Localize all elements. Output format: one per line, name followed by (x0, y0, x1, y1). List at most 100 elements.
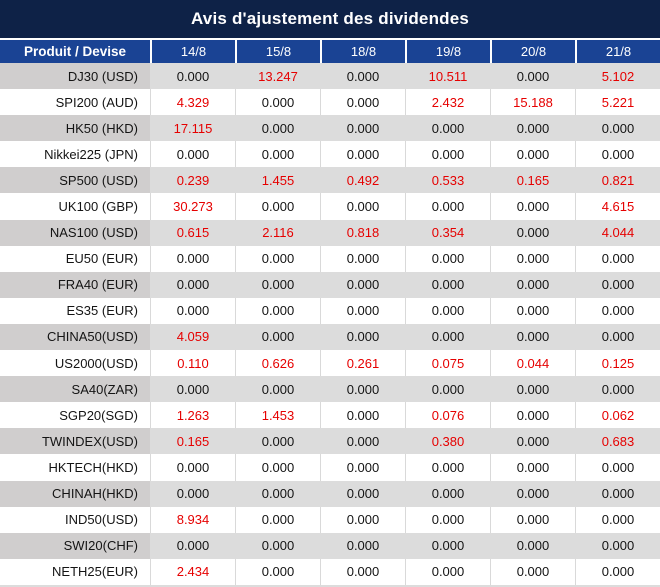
table-row: TWINDEX(USD) 0.165 0.000 0.000 0.380 0.000 0.6… (0, 428, 660, 455)
value-cell: 0.000 (490, 506, 575, 533)
value-cell: 2.434 (150, 558, 235, 585)
value-cell: 0.000 (516, 381, 550, 397)
product-cell: HKTECH(HKD) (48, 459, 138, 475)
value-cell: 0.000 (516, 538, 550, 554)
value-cell: 0.683 (601, 433, 635, 449)
value-cell: 2.116 (262, 225, 294, 241)
value-cell: 0.000 (176, 68, 210, 84)
column-header-date: 14/8 (150, 40, 235, 63)
product-cell: SA40(ZAR) (0, 376, 150, 403)
table-title: Avis d'ajustement des dividendes (0, 0, 660, 40)
table-row: UK100 (GBP) 30.273 0.000 0.000 0.000 0.000 4.6… (0, 193, 660, 220)
product-cell: CHINAH(HKD) (0, 480, 150, 507)
value-cell: 0.000 (176, 538, 210, 554)
value-cell: 0.000 (405, 297, 490, 324)
value-cell: 0.000 (575, 506, 660, 533)
value-cell: 8.934 (150, 506, 235, 533)
value-cell: 0.076 (405, 402, 490, 429)
value-cell: 0.000 (575, 454, 660, 481)
value-cell: 0.000 (431, 120, 465, 136)
value-cell: 0.000 (516, 433, 550, 449)
table-row: Nikkei225 (JPN) 0.000 0.000 0.000 0.000 0.000… (0, 141, 660, 168)
value-cell: 30.273 (150, 193, 235, 220)
value-cell: 0.000 (490, 141, 575, 168)
value-cell: 0.000 (346, 277, 380, 293)
value-cell: 0.821 (601, 172, 635, 188)
value-cell: 0.000 (601, 277, 635, 293)
table-row: NAS100 (USD) 0.615 2.116 0.818 0.354 0.000 4.0… (0, 219, 660, 246)
value-cell: 0.000 (235, 297, 320, 324)
value-cell: 0.000 (431, 329, 465, 345)
value-cell: 0.000 (601, 538, 635, 554)
table-row: CHINAH(HKD) 0.000 0.000 0.000 0.000 0.000 0.00… (0, 480, 660, 507)
value-cell: 0.492 (346, 172, 380, 188)
value-cell: 0.000 (320, 454, 405, 481)
value-cell: 0.000 (176, 381, 210, 397)
value-cell: 0.000 (261, 120, 295, 136)
value-cell: 0.354 (431, 225, 465, 241)
value-cell: 1.453 (235, 402, 320, 429)
value-cell: 0.000 (261, 381, 295, 397)
table-row: ES35 (EUR) 0.000 0.000 0.000 0.000 0.000 0.000 (0, 297, 660, 324)
value-cell: 0.000 (346, 381, 380, 397)
value-cell: 0.615 (176, 225, 210, 241)
value-cell: 0.000 (516, 225, 550, 241)
value-cell: 5.221 (575, 89, 660, 116)
value-cell: 0.125 (575, 350, 660, 377)
value-cell: 0.000 (346, 68, 380, 84)
value-cell: 4.044 (601, 225, 635, 241)
value-cell: 0.000 (235, 193, 320, 220)
value-cell: 0.000 (235, 245, 320, 272)
value-cell: 0.000 (346, 486, 380, 502)
product-cell: Nikkei225 (JPN) (44, 146, 138, 162)
product-cell: TWINDEX(USD) (0, 428, 150, 455)
value-cell: 0.000 (431, 381, 465, 397)
value-cell: 0.000 (601, 329, 635, 345)
value-cell: 0.000 (320, 141, 405, 168)
value-cell: 0.000 (150, 297, 235, 324)
header-row: Produit / Devise 14/8 15/8 18/8 19/8 20/8 21/… (0, 40, 660, 63)
value-cell: 0.533 (431, 172, 465, 188)
value-cell: 15.188 (490, 89, 575, 116)
value-cell: 0.000 (261, 277, 295, 293)
product-cell: NETH25(EUR) (52, 564, 138, 580)
value-cell: 0.000 (346, 433, 380, 449)
value-cell: 0.000 (601, 486, 635, 502)
product-cell: SWI20(CHF) (0, 532, 150, 559)
value-cell: 0.110 (150, 350, 235, 377)
product-cell: ES35 (EUR) (66, 303, 138, 319)
table-row: NETH25(EUR) 2.434 0.000 0.000 0.000 0.000 0.00… (0, 558, 660, 585)
product-cell: IND50(USD) (65, 512, 138, 528)
value-cell: 0.000 (516, 68, 550, 84)
value-cell: 0.000 (575, 558, 660, 585)
value-cell: 0.000 (405, 506, 490, 533)
value-cell: 0.000 (235, 454, 320, 481)
value-cell: 0.000 (320, 558, 405, 585)
value-cell: 0.000 (516, 120, 550, 136)
table-row: SA40(ZAR) 0.000 0.000 0.000 0.000 0.000 0.000 (0, 376, 660, 403)
value-cell: 0.000 (490, 402, 575, 429)
product-cell: CHINA50(USD) (0, 323, 150, 351)
column-header-product: Produit / Devise (23, 44, 127, 59)
value-cell: 0.000 (261, 486, 295, 502)
value-cell: 0.000 (405, 141, 490, 168)
value-cell: 0.165 (516, 172, 550, 188)
value-cell: 0.000 (235, 89, 320, 116)
value-cell: 0.000 (601, 381, 635, 397)
value-cell: 0.000 (320, 402, 405, 429)
value-cell: 0.000 (150, 245, 235, 272)
product-cell: UK100 (GBP) (58, 199, 138, 215)
value-cell: 0.000 (176, 277, 210, 293)
table-row: HKTECH(HKD) 0.000 0.000 0.000 0.000 0.000 0.00… (0, 454, 660, 481)
value-cell: 0.000 (261, 538, 295, 554)
value-cell: 0.000 (346, 538, 380, 554)
table-row: DJ30 (USD) 0.000 13.247 0.000 10.511 0.000 5.1… (0, 63, 660, 90)
value-cell: 0.000 (235, 141, 320, 168)
value-cell: 0.000 (320, 297, 405, 324)
value-cell: 0.000 (346, 120, 380, 136)
table-body: DJ30 (USD) 0.000 13.247 0.000 10.511 0.000 5.1… (0, 63, 660, 587)
value-cell: 0.165 (176, 433, 210, 449)
value-cell: 1.455 (261, 172, 295, 188)
value-cell: 10.511 (428, 68, 468, 84)
